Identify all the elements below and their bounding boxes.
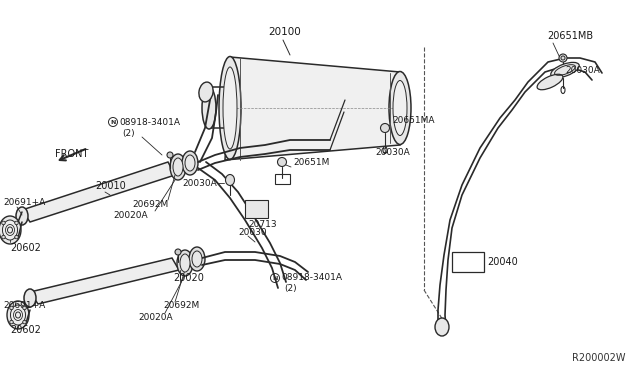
Ellipse shape — [278, 157, 287, 167]
Ellipse shape — [175, 249, 181, 255]
Text: 20030A: 20030A — [565, 65, 600, 74]
Polygon shape — [30, 258, 179, 304]
Text: N: N — [110, 119, 116, 125]
Ellipse shape — [225, 174, 234, 186]
Text: 20692M: 20692M — [163, 301, 199, 311]
Text: 20020A: 20020A — [113, 211, 148, 219]
Ellipse shape — [199, 82, 213, 102]
Ellipse shape — [23, 306, 26, 310]
Polygon shape — [225, 57, 400, 160]
Ellipse shape — [551, 62, 579, 78]
Ellipse shape — [182, 151, 198, 175]
Text: N: N — [272, 276, 278, 280]
Text: 20691+A: 20691+A — [3, 301, 45, 311]
Ellipse shape — [389, 71, 411, 144]
Ellipse shape — [24, 289, 36, 307]
Ellipse shape — [177, 250, 193, 276]
Ellipse shape — [3, 220, 17, 240]
Ellipse shape — [223, 67, 237, 149]
Ellipse shape — [10, 305, 26, 325]
Text: 08918-3401A: 08918-3401A — [281, 273, 342, 282]
Text: 20651M: 20651M — [293, 157, 330, 167]
Text: 20020A: 20020A — [138, 312, 173, 321]
Text: 20010: 20010 — [95, 181, 125, 191]
Polygon shape — [245, 200, 268, 218]
Text: 20651MB: 20651MB — [547, 31, 593, 41]
Text: 20602: 20602 — [10, 325, 41, 335]
Ellipse shape — [15, 221, 19, 225]
Ellipse shape — [435, 318, 449, 336]
Text: 20100: 20100 — [268, 27, 301, 37]
Ellipse shape — [219, 57, 241, 160]
Ellipse shape — [192, 251, 202, 267]
Ellipse shape — [167, 152, 173, 158]
Text: 20713: 20713 — [248, 219, 276, 228]
Text: 20020: 20020 — [173, 273, 204, 283]
Ellipse shape — [2, 235, 5, 239]
Ellipse shape — [185, 155, 195, 171]
Ellipse shape — [559, 54, 567, 62]
Ellipse shape — [2, 221, 5, 225]
Text: 20691+A: 20691+A — [3, 198, 45, 206]
Ellipse shape — [381, 124, 390, 132]
Text: 20692M: 20692M — [132, 199, 168, 208]
Ellipse shape — [23, 320, 26, 324]
Text: (2): (2) — [122, 128, 134, 138]
Ellipse shape — [10, 306, 13, 310]
Ellipse shape — [0, 216, 21, 244]
Polygon shape — [22, 162, 175, 222]
Text: 20040: 20040 — [487, 257, 518, 267]
Bar — [452, 252, 484, 272]
Ellipse shape — [180, 254, 190, 272]
Text: 20030: 20030 — [238, 228, 267, 237]
Ellipse shape — [10, 320, 13, 324]
Ellipse shape — [16, 207, 28, 225]
Text: 20030A: 20030A — [375, 148, 410, 157]
Ellipse shape — [7, 301, 29, 329]
Text: (2): (2) — [284, 283, 296, 292]
Ellipse shape — [537, 74, 563, 90]
Ellipse shape — [189, 247, 205, 271]
Ellipse shape — [15, 235, 19, 239]
Ellipse shape — [202, 87, 216, 129]
Text: 20651MA: 20651MA — [392, 115, 435, 125]
Text: R200002W: R200002W — [572, 353, 625, 363]
Text: 20030A: 20030A — [182, 179, 217, 187]
Ellipse shape — [170, 154, 186, 180]
Text: FRONT: FRONT — [55, 149, 89, 159]
Ellipse shape — [173, 158, 183, 176]
Ellipse shape — [393, 80, 407, 135]
Text: 08918-3401A: 08918-3401A — [119, 118, 180, 126]
Text: 20602: 20602 — [10, 243, 41, 253]
